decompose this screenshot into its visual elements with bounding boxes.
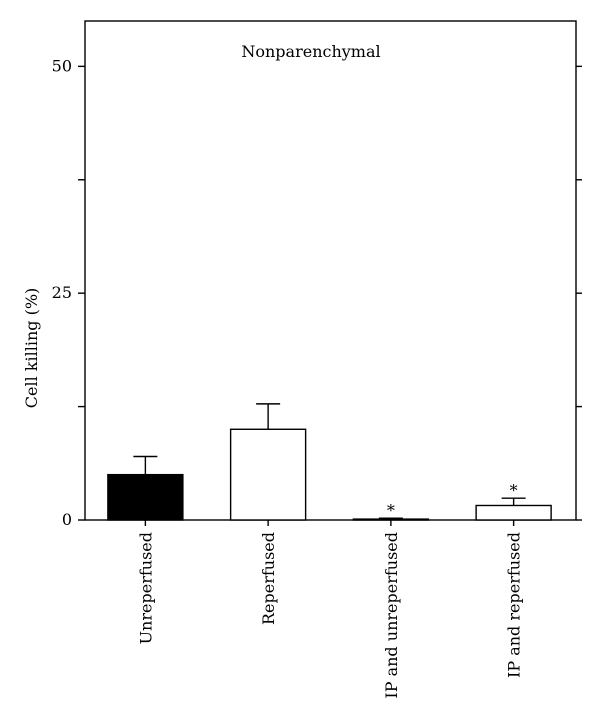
bars-group: **	[107, 403, 552, 521]
y-tick-label: 0	[62, 510, 72, 529]
plot-frame	[84, 20, 577, 521]
x-tick-label: IP and unreperfused	[382, 532, 401, 699]
chart-title: Nonparenchymal	[241, 42, 380, 61]
bar-group: *	[352, 501, 430, 521]
y-axis: 0 25 50	[52, 56, 582, 529]
bar	[229, 428, 307, 521]
y-axis-label: Cell killing (%)	[22, 288, 41, 409]
bar-group	[107, 455, 184, 521]
x-tick-label: Reperfused	[259, 532, 278, 625]
x-axis: Unreperfused Reperfused IP and unreperfuse…	[136, 520, 524, 699]
bar-group	[229, 403, 307, 521]
y-tick-label: 50	[52, 56, 72, 75]
bar	[475, 504, 552, 521]
significance-asterisk: *	[510, 481, 518, 500]
x-tick-label: Unreperfused	[136, 532, 155, 644]
bar-group: *	[475, 481, 552, 521]
bar	[107, 473, 184, 521]
x-tick-label: IP and reperfused	[505, 532, 524, 678]
y-tick-label: 25	[52, 283, 72, 302]
significance-asterisk: *	[387, 501, 395, 520]
